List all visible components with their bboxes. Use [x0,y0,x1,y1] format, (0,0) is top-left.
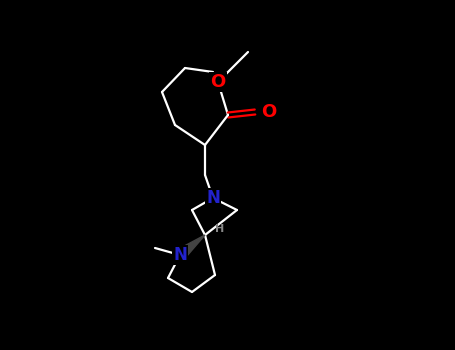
Text: N: N [173,246,187,264]
Text: O: O [210,73,226,91]
Text: O: O [261,103,277,121]
Polygon shape [176,235,205,260]
Text: N: N [206,189,220,207]
Text: H: H [215,224,224,234]
